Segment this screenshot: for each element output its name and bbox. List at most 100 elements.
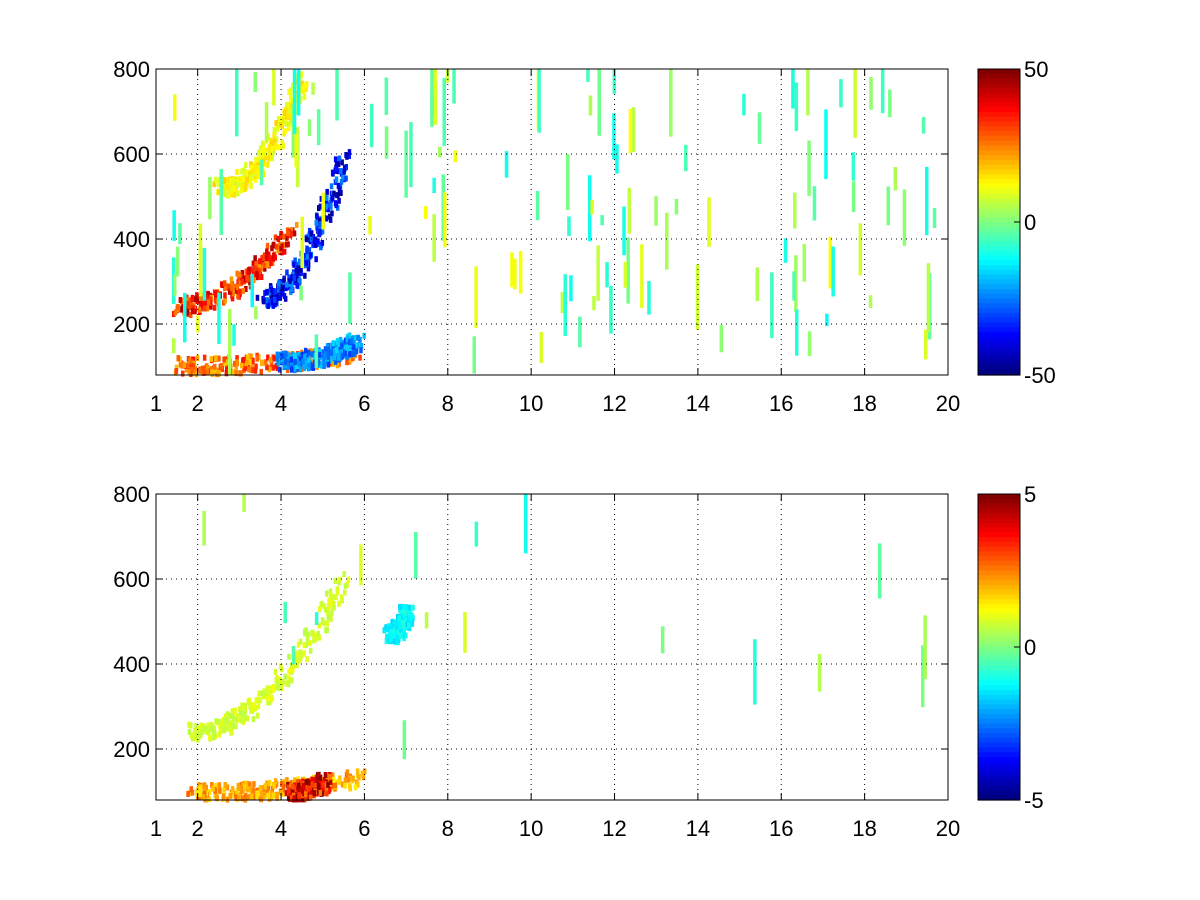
heatmap-cell xyxy=(214,783,218,789)
heatmap-cell xyxy=(318,221,322,228)
heatmap-cell xyxy=(265,780,269,787)
heatmap-cell xyxy=(340,781,345,788)
heatmap-cell xyxy=(215,371,219,378)
colorbar-segment xyxy=(978,532,1020,538)
heatmap-cell xyxy=(344,175,348,182)
heatmap-cell xyxy=(322,362,326,369)
heatmap-cell xyxy=(222,788,226,795)
heatmap-cell xyxy=(236,782,241,789)
colorbar-segment xyxy=(978,780,1020,787)
colorbar-segment xyxy=(978,102,1020,108)
heatmap-cell xyxy=(343,583,348,590)
heatmap-cell xyxy=(314,636,318,643)
heatmap-cell xyxy=(266,699,270,706)
colorbar-segment xyxy=(978,699,1020,705)
heatmap-cell xyxy=(240,717,244,724)
heatmap-cell xyxy=(249,183,253,189)
heatmap-cell xyxy=(334,166,338,173)
heatmap-cell xyxy=(259,265,264,272)
heatmap-cell xyxy=(342,571,346,578)
heatmap-cell xyxy=(243,780,248,787)
heatmap-cell xyxy=(291,646,296,665)
heatmap-cell xyxy=(244,286,248,292)
heatmap-cell xyxy=(270,150,275,157)
heatmap-cell xyxy=(424,612,429,629)
heatmap-cell xyxy=(321,192,325,230)
heatmap-cell xyxy=(220,366,224,372)
heatmap-cell xyxy=(391,636,395,643)
colorbar-segment xyxy=(978,623,1020,629)
heatmap-cell xyxy=(197,725,201,732)
heatmap-cell xyxy=(263,783,267,790)
colorbar-segment xyxy=(978,274,1020,280)
heatmap-cell xyxy=(888,89,892,118)
heatmap-cell xyxy=(226,718,230,724)
heatmap-cell xyxy=(328,216,333,223)
colorbar-segment xyxy=(978,293,1020,300)
heatmap-cell xyxy=(349,356,353,363)
x-tick-label: 8 xyxy=(442,816,454,841)
heatmap-cell xyxy=(275,355,280,362)
heatmap-cell xyxy=(347,153,351,159)
colorbar-segment xyxy=(978,107,1020,113)
heatmap-cell xyxy=(360,770,365,777)
heatmap-cell xyxy=(174,364,179,371)
heatmap-cell xyxy=(245,275,249,282)
heatmap-cell xyxy=(314,334,319,368)
heatmap-cell xyxy=(310,790,314,797)
heatmap-cell xyxy=(172,338,176,354)
x-tick-label: 10 xyxy=(519,816,543,841)
colorbar-segment xyxy=(978,756,1020,763)
heatmap-cell xyxy=(323,777,327,783)
heatmap-cell xyxy=(886,186,890,226)
heatmap-cell xyxy=(893,167,898,191)
heatmap-cell xyxy=(343,589,347,596)
heatmap-cell xyxy=(404,604,409,611)
heatmap-cell xyxy=(358,336,362,343)
heatmap-cell xyxy=(282,277,286,284)
colorbar-segment xyxy=(978,632,1020,639)
heatmap-cells xyxy=(186,494,927,803)
heatmap-cell xyxy=(325,790,329,797)
heatmap-cell xyxy=(226,284,230,291)
heatmap-cell xyxy=(243,793,248,799)
colorbar-segment xyxy=(978,360,1020,367)
heatmap-cell xyxy=(346,776,351,783)
heatmap-cell xyxy=(362,332,366,339)
heatmap-cell xyxy=(282,293,287,299)
heatmap-cell xyxy=(795,309,799,356)
heatmap-cell xyxy=(243,708,247,715)
heatmap-cell xyxy=(400,603,405,610)
heatmap-cell xyxy=(318,606,322,613)
heatmap-cell xyxy=(324,786,329,793)
heatmap-cell xyxy=(245,176,250,183)
heatmap-cell xyxy=(234,716,238,723)
heatmap-cell xyxy=(204,789,209,796)
heatmap-cell xyxy=(288,109,292,115)
heatmap-cell xyxy=(267,691,271,698)
x-tick-label: 20 xyxy=(936,816,960,841)
heatmap-cell xyxy=(269,793,273,800)
heatmap-cell xyxy=(300,80,304,87)
heatmap-cell xyxy=(296,265,300,272)
heatmap-cell xyxy=(401,622,405,629)
heatmap-cell xyxy=(211,785,215,792)
heatmap-cell xyxy=(273,254,277,261)
heatmap-cell xyxy=(238,288,242,295)
heatmap-cell xyxy=(279,780,284,787)
heatmap-cell xyxy=(219,362,224,369)
heatmap-cell xyxy=(341,174,345,181)
heatmap-cell xyxy=(289,662,294,669)
heatmap-cell xyxy=(299,73,303,79)
heatmap-cell xyxy=(402,610,407,617)
x-tick-label: 2 xyxy=(192,391,204,416)
heatmap-cell xyxy=(287,668,291,675)
heatmap-cell xyxy=(345,336,350,343)
heatmap-cell xyxy=(209,303,213,310)
colorbar-segment xyxy=(978,131,1020,137)
heatmap-cell xyxy=(707,197,711,247)
colorbar-segment xyxy=(978,121,1020,127)
colorbar-tick-label: 50 xyxy=(1024,57,1048,82)
heatmap-cell xyxy=(566,154,570,210)
colorbar-segment xyxy=(978,116,1020,123)
